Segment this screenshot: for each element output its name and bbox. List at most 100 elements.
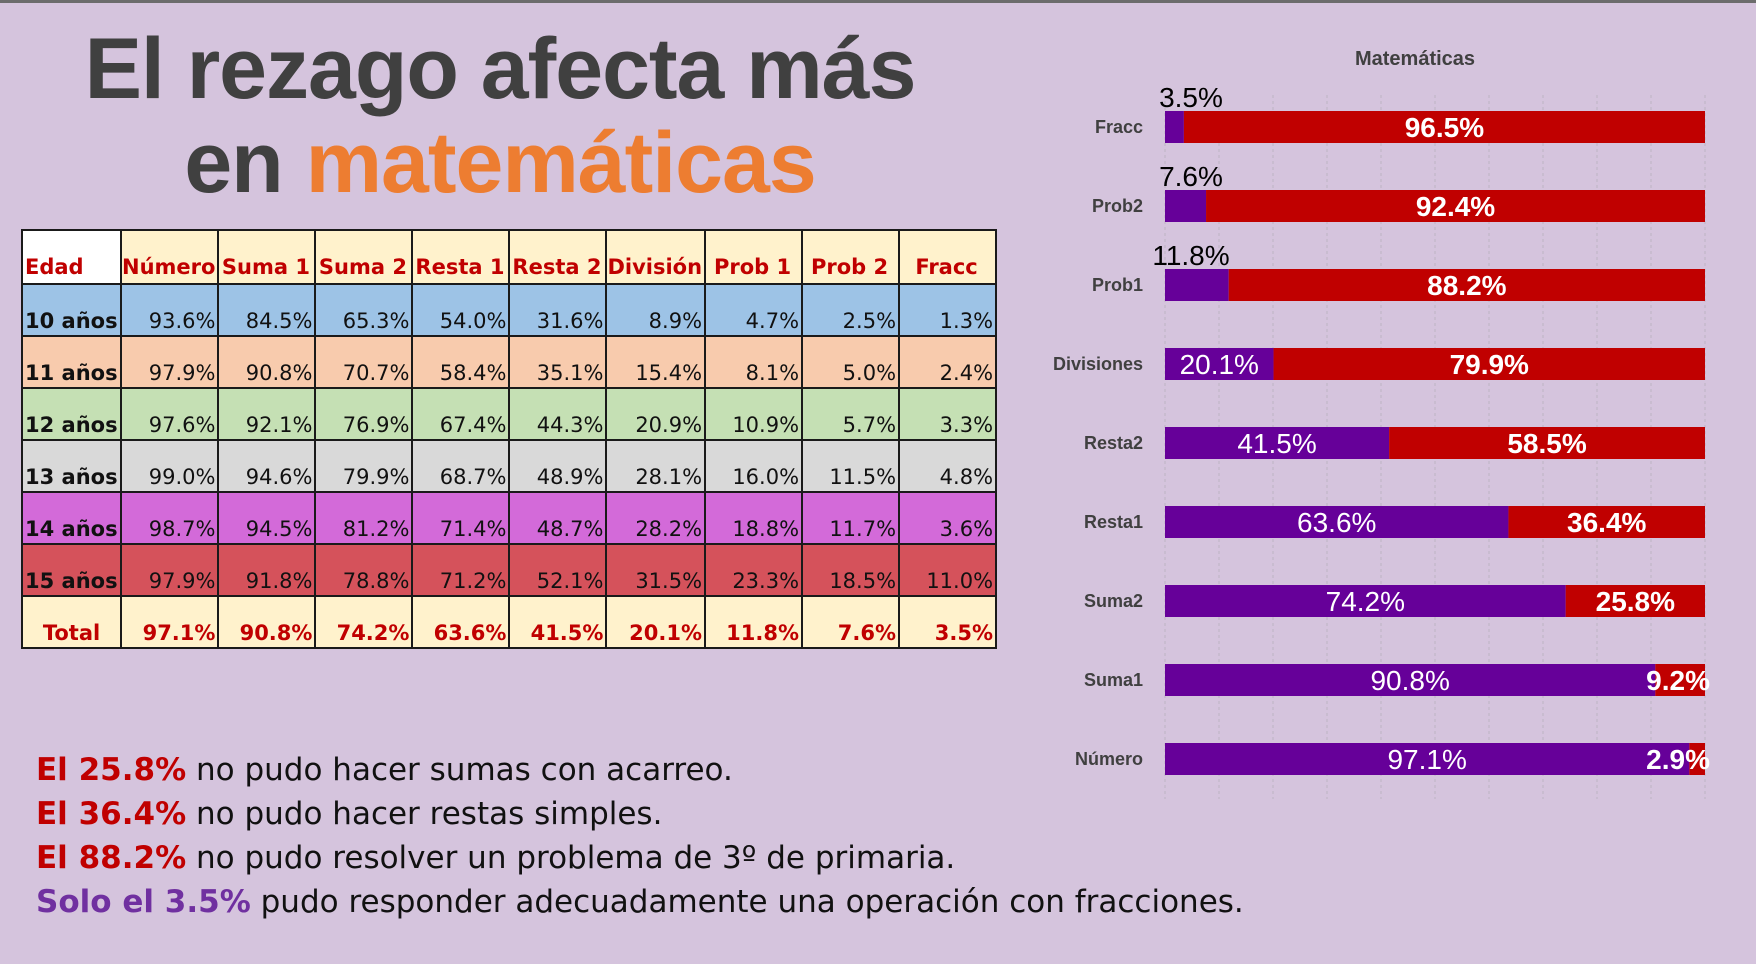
- math-chart: Matemáticas0%10%20%30%40%50%60%70%80%90%…: [1053, 48, 1710, 799]
- table-cell: 4.7%: [704, 283, 804, 337]
- note-text: no pudo hacer sumas con acarreo.: [186, 752, 733, 788]
- data-label-si-puede: 90.8%: [1370, 665, 1449, 696]
- data-label-si-puede: 41.5%: [1237, 428, 1316, 459]
- table-cell: 11.7%: [801, 491, 901, 545]
- table-cell: 2.4%: [898, 335, 998, 389]
- table-cell: 7.6%: [801, 595, 901, 649]
- table-cell: 3.6%: [898, 491, 998, 545]
- slide-title: El rezago afecta más en matemáticas: [20, 22, 980, 210]
- bar-no-puede: [1565, 585, 1705, 617]
- category-label: Suma1: [1084, 670, 1143, 690]
- data-label-si-puede: 20.1%: [1180, 349, 1259, 380]
- row-label: 11 años: [21, 335, 122, 389]
- table-cell: 84.5%: [217, 283, 317, 337]
- note-text: no pudo hacer restas simples.: [186, 796, 663, 832]
- table-cell: 93.6%: [119, 283, 220, 337]
- table-cell: 5.7%: [801, 387, 901, 441]
- table-row: 11 años 97.9% 90.8% 70.7% 58.4% 35.1% 15.4% 8.1…: [21, 335, 998, 389]
- bar-no-puede: [1508, 506, 1705, 538]
- data-label-si-puede: 3.5%: [1159, 82, 1223, 113]
- table-row: 14 años 98.7% 94.5% 81.2% 71.4% 48.7% 28.2% 18.…: [21, 491, 998, 545]
- data-label-si-puede: 11.8%: [1152, 240, 1229, 271]
- note-text: no pudo resolver un problema de 3º de pr…: [186, 840, 956, 876]
- row-label: 12 años: [21, 387, 122, 441]
- note-highlight: El 88.2%: [36, 840, 187, 876]
- table-cell: 1.3%: [898, 283, 998, 337]
- table-cell: 54.0%: [411, 283, 511, 337]
- row-label: 15 años: [21, 543, 122, 597]
- table-cell: 5.0%: [801, 335, 901, 389]
- table-cell: 74.2%: [314, 595, 414, 649]
- table-cell: 79.9%: [314, 439, 414, 493]
- category-label: Resta1: [1084, 512, 1143, 532]
- table-cell: Fracc: [898, 229, 998, 285]
- table-cell: 28.1%: [605, 439, 707, 493]
- row-label: 14 años: [21, 491, 122, 545]
- table-cell: 94.5%: [217, 491, 317, 545]
- table-cell: 71.4%: [411, 491, 511, 545]
- table-cell: 2.5%: [801, 283, 901, 337]
- note-line: Solo el 3.5% pudo responder adecuadament…: [36, 880, 1244, 924]
- table-cell: 44.3%: [508, 387, 608, 441]
- bar-no-puede: [1273, 348, 1705, 380]
- table-cell: Resta 1: [411, 229, 511, 285]
- row-label: 10 años: [21, 283, 122, 337]
- table-cell: 18.5%: [801, 543, 901, 597]
- table-cell: 81.2%: [314, 491, 414, 545]
- bar-no-puede: [1655, 664, 1705, 696]
- data-label-no-puede: 79.9%: [1450, 349, 1529, 380]
- table-row: 13 años 99.0% 94.6% 79.9% 68.7% 48.9% 28.1% 16.…: [21, 439, 998, 493]
- table-cell: 8.9%: [605, 283, 707, 337]
- table-cell: 31.6%: [508, 283, 608, 337]
- top-border: [0, 0, 1756, 3]
- data-label-no-puede: 36.4%: [1567, 507, 1646, 538]
- table-cell: 76.9%: [314, 387, 414, 441]
- row-label: Edad: [21, 229, 122, 285]
- data-label-no-puede: 58.5%: [1507, 428, 1586, 459]
- table-cell: 10.9%: [704, 387, 804, 441]
- table-cell: Número: [119, 229, 220, 285]
- table-cell: 97.9%: [119, 335, 220, 389]
- table-cell: 52.1%: [508, 543, 608, 597]
- table-cell: 58.4%: [411, 335, 511, 389]
- table-cell: 35.1%: [508, 335, 608, 389]
- table-cell: 91.8%: [217, 543, 317, 597]
- note-highlight: El 36.4%: [36, 796, 187, 832]
- data-label-no-puede: 2.9%: [1646, 744, 1710, 775]
- note-highlight: El 25.8%: [36, 752, 187, 788]
- table-cell: 97.6%: [119, 387, 220, 441]
- table-cell: Prob 2: [801, 229, 901, 285]
- chart-title: Matemáticas: [1355, 48, 1475, 70]
- table-cell: 71.2%: [411, 543, 511, 597]
- bar-si-puede: [1165, 664, 1656, 696]
- results-table: Edad Número Suma 1 Suma 2 Resta 1 Resta 2 Divi…: [21, 229, 998, 649]
- note-line: El 25.8% no pudo hacer sumas con acarreo…: [36, 748, 1244, 792]
- table-cell: 78.8%: [314, 543, 414, 597]
- table-cell: 90.8%: [217, 335, 317, 389]
- data-label-si-puede: 63.6%: [1297, 507, 1376, 538]
- table-cell: 92.1%: [217, 387, 317, 441]
- bar-si-puede: [1165, 506, 1509, 538]
- data-label-no-puede: 9.2%: [1646, 665, 1710, 696]
- table-cell: Prob 1: [704, 229, 804, 285]
- table-cell: 99.0%: [119, 439, 220, 493]
- note-line: El 88.2% no pudo resolver un problema de…: [36, 836, 1244, 880]
- table-cell: 63.6%: [411, 595, 511, 649]
- bar-no-puede: [1389, 427, 1705, 459]
- title-line-1: El rezago afecta más: [84, 21, 917, 117]
- row-label: 13 años: [21, 439, 122, 493]
- table-cell: Suma 1: [217, 229, 317, 285]
- table-cell: 3.3%: [898, 387, 998, 441]
- table-cell: División: [605, 229, 707, 285]
- table-cell: 16.0%: [704, 439, 804, 493]
- table-cell: 11.5%: [801, 439, 901, 493]
- bar-no-puede: [1228, 269, 1705, 301]
- table-cell: 3.5%: [898, 595, 998, 649]
- note-text: pudo responder adecuadamente una operaci…: [250, 884, 1244, 920]
- table-cell: Resta 2: [508, 229, 608, 285]
- table-cell: 15.4%: [605, 335, 707, 389]
- bar-si-puede: [1165, 585, 1566, 617]
- bar-si-puede: [1165, 348, 1274, 380]
- table-cell: 18.8%: [704, 491, 804, 545]
- category-label: Divisiones: [1053, 354, 1143, 374]
